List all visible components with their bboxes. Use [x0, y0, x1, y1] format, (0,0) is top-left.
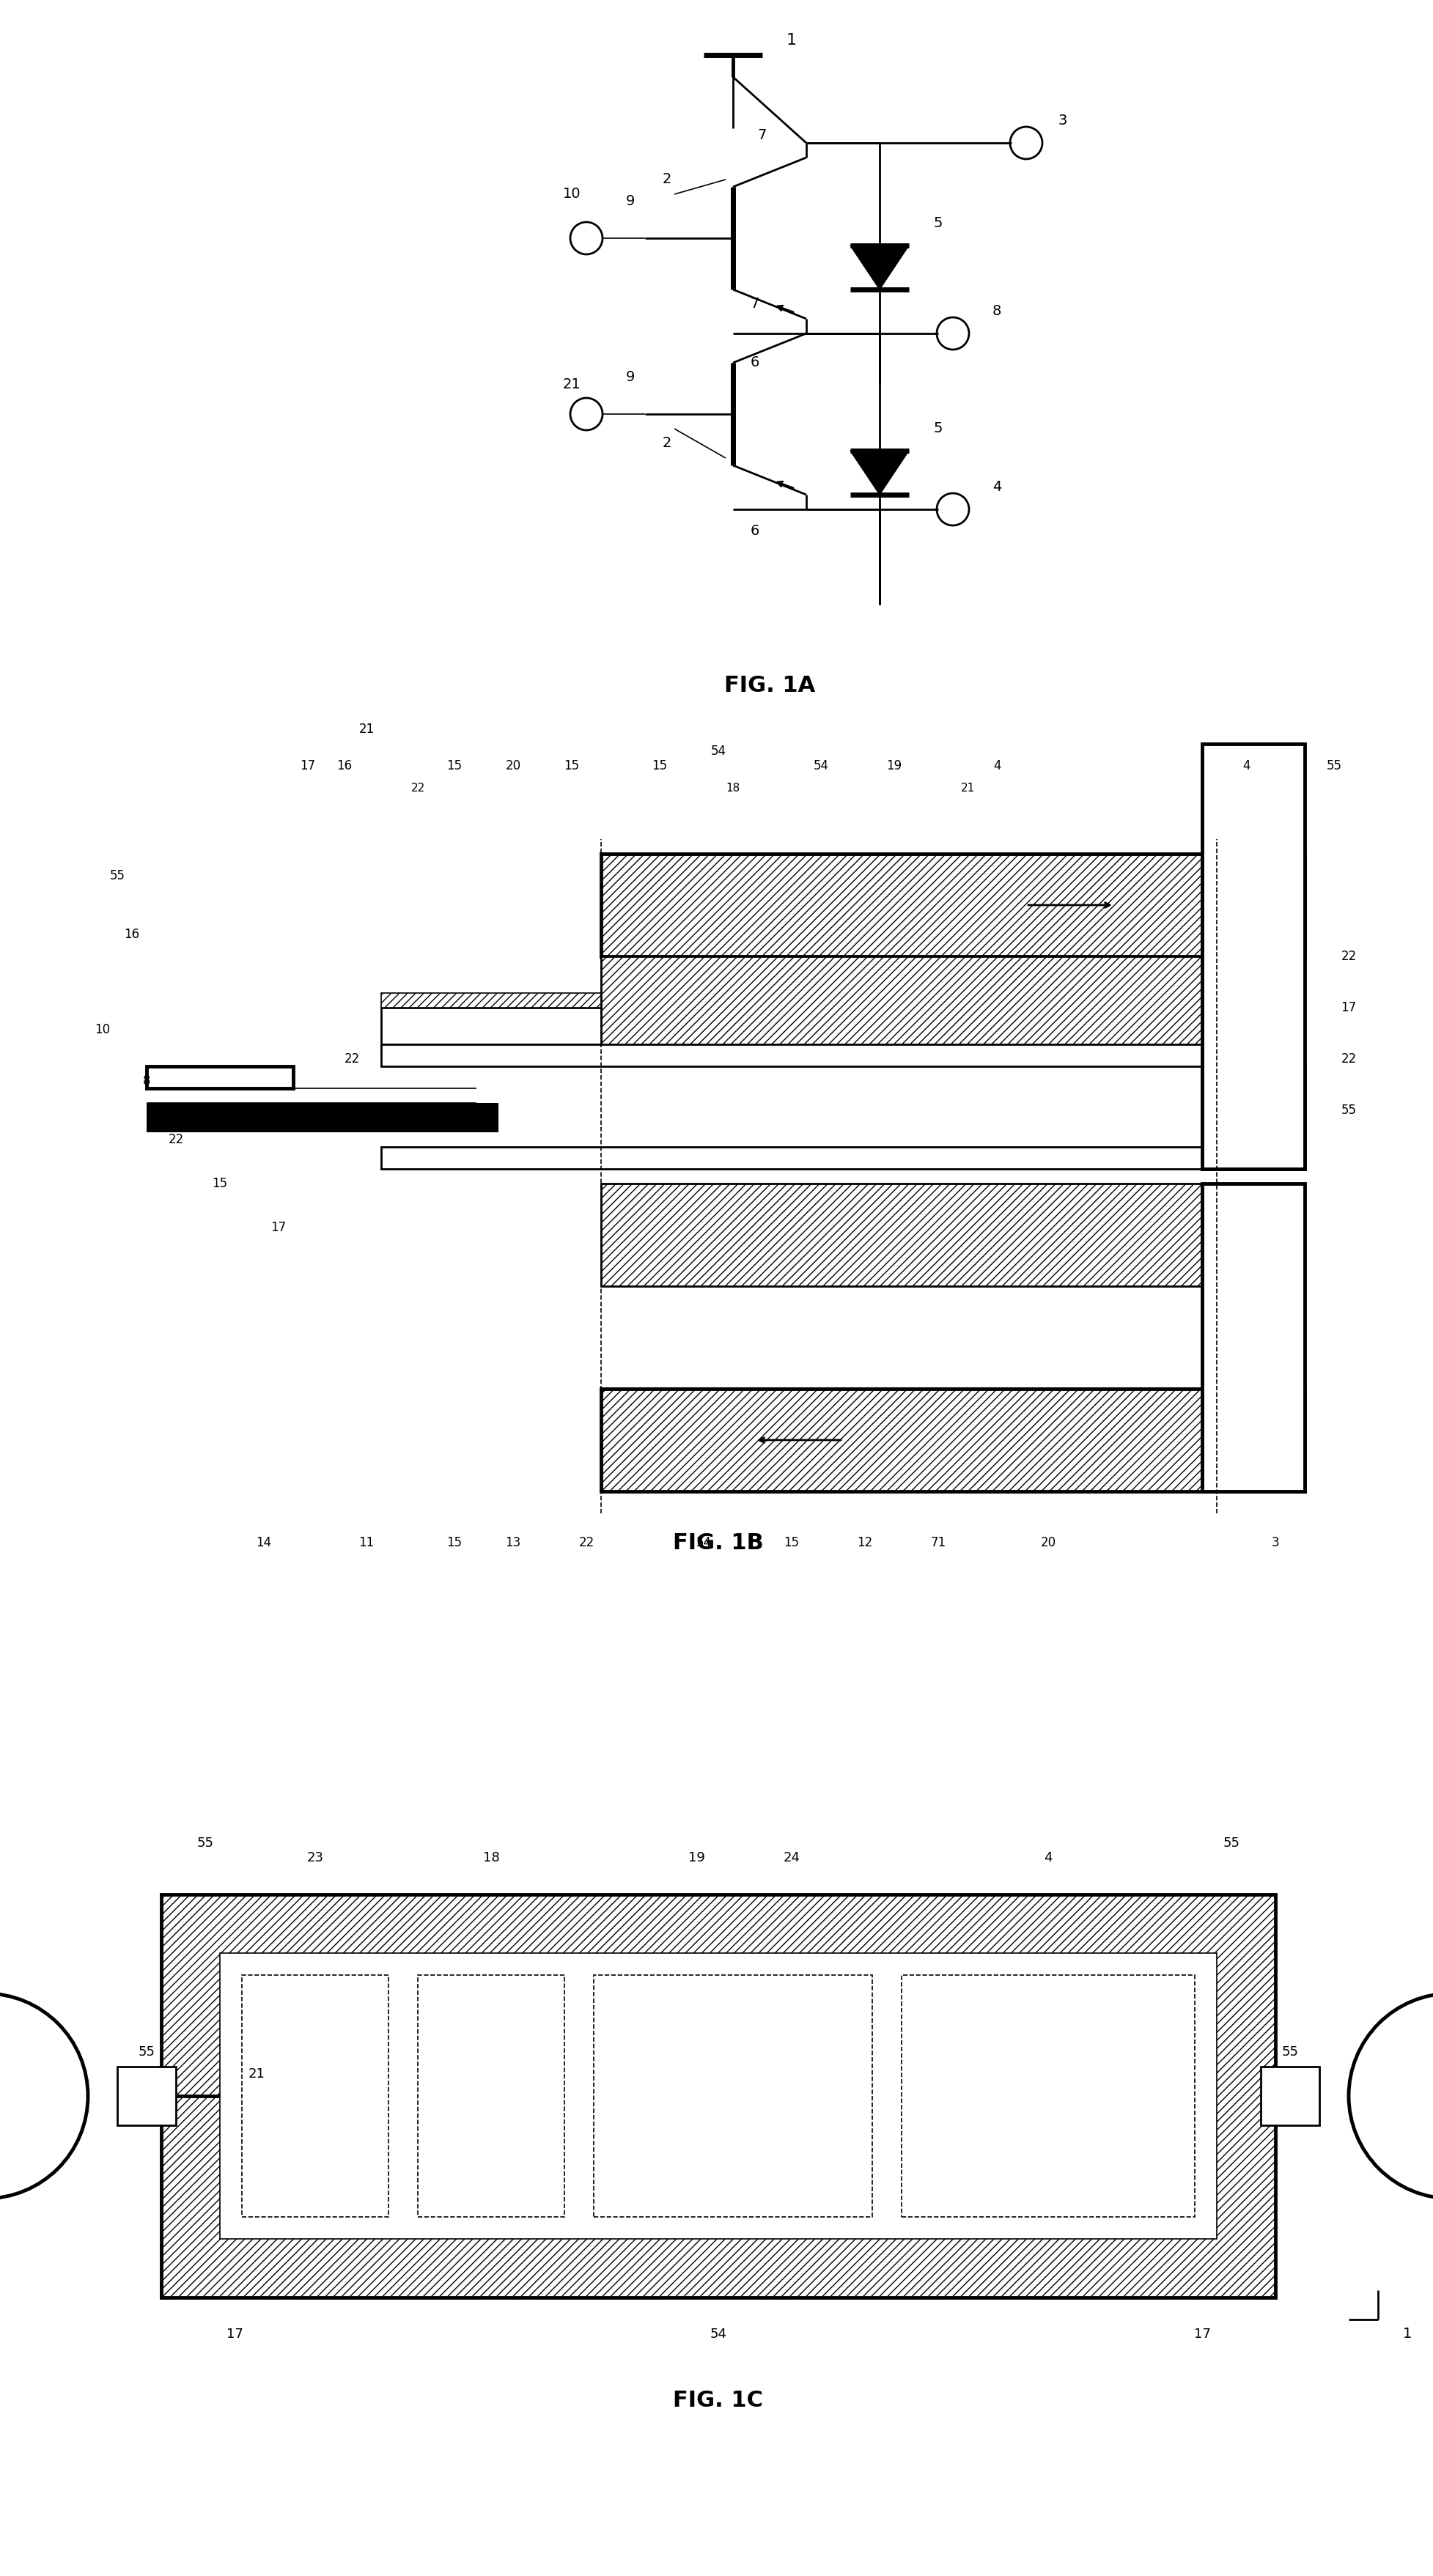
- Text: 2: 2: [662, 173, 671, 185]
- Bar: [381, 1043, 600, 1059]
- Text: 15: 15: [447, 1535, 461, 1548]
- Text: 15: 15: [212, 1177, 228, 1190]
- Bar: [160, 1893, 1275, 2298]
- Text: 54: 54: [711, 744, 725, 757]
- Bar: [381, 1146, 1201, 1170]
- Text: 54: 54: [813, 760, 828, 773]
- Text: 21: 21: [248, 2069, 265, 2081]
- Bar: [1201, 1066, 1304, 1170]
- Text: 17: 17: [299, 760, 315, 773]
- Bar: [219, 1953, 1217, 2239]
- Text: 15: 15: [784, 1535, 800, 1548]
- Text: 71: 71: [930, 1535, 946, 1548]
- Text: 5: 5: [933, 422, 943, 435]
- Text: 19: 19: [688, 1852, 705, 1865]
- Text: 4: 4: [1043, 1852, 1052, 1865]
- Text: 2: 2: [662, 435, 671, 451]
- Text: 13: 13: [504, 1535, 520, 1548]
- Text: 6: 6: [749, 526, 759, 538]
- Text: 55: 55: [1340, 1103, 1356, 1118]
- Text: 1: 1: [1401, 2326, 1412, 2342]
- Text: 1: 1: [787, 33, 797, 46]
- Bar: [381, 992, 600, 1007]
- Text: 16: 16: [125, 927, 139, 940]
- Text: 21: 21: [960, 783, 974, 793]
- Text: 10: 10: [562, 188, 580, 201]
- Bar: [118, 2066, 176, 2125]
- Text: 55: 55: [109, 868, 125, 884]
- Bar: [1201, 853, 1304, 956]
- Bar: [600, 1182, 1201, 1285]
- Bar: [901, 1976, 1194, 2218]
- Bar: [600, 853, 1304, 956]
- Text: 55: 55: [1281, 2045, 1298, 2058]
- Bar: [1260, 2066, 1318, 2125]
- Text: 17: 17: [271, 1221, 287, 1234]
- Text: 15: 15: [447, 760, 461, 773]
- Text: 22: 22: [410, 783, 424, 793]
- Text: 55: 55: [1222, 1837, 1240, 1850]
- Text: 12: 12: [857, 1535, 873, 1548]
- Text: 21: 21: [358, 724, 374, 737]
- Text: 8: 8: [992, 304, 1000, 319]
- Text: 4: 4: [1241, 760, 1250, 773]
- Polygon shape: [850, 245, 909, 289]
- Polygon shape: [850, 451, 909, 495]
- Text: 9: 9: [626, 196, 635, 209]
- Text: 17: 17: [226, 2329, 242, 2342]
- Text: 7: 7: [749, 296, 759, 312]
- Text: 15: 15: [563, 760, 579, 773]
- Bar: [593, 1976, 871, 2218]
- Text: 9: 9: [626, 371, 635, 384]
- Text: 24: 24: [782, 1852, 800, 1865]
- Text: 8: 8: [143, 1074, 150, 1087]
- Text: 7: 7: [758, 129, 767, 142]
- Text: 22: 22: [579, 1535, 593, 1548]
- Bar: [1201, 1182, 1304, 1492]
- Bar: [417, 1976, 565, 2218]
- Text: 3: 3: [1271, 1535, 1278, 1548]
- Bar: [600, 956, 1201, 1051]
- Text: 6: 6: [749, 355, 759, 371]
- Text: 14: 14: [257, 1535, 271, 1548]
- Text: 10: 10: [95, 1023, 110, 1036]
- Text: 22: 22: [1340, 951, 1356, 963]
- Text: 17: 17: [1340, 1002, 1356, 1015]
- Bar: [1201, 744, 1304, 1170]
- Text: 18: 18: [725, 783, 739, 793]
- Bar: [381, 1043, 1201, 1066]
- Text: 22: 22: [168, 1133, 183, 1146]
- Bar: [146, 1066, 292, 1087]
- Text: 19: 19: [886, 760, 901, 773]
- Bar: [242, 1976, 388, 2218]
- Text: 55: 55: [1326, 760, 1341, 773]
- Text: 5: 5: [933, 216, 943, 229]
- Text: 11: 11: [358, 1535, 374, 1548]
- Text: 23: 23: [307, 1852, 324, 1865]
- Text: 22: 22: [344, 1054, 360, 1066]
- Text: 54: 54: [709, 2329, 727, 2342]
- Text: 22: 22: [1340, 1054, 1356, 1066]
- Text: 20: 20: [504, 760, 520, 773]
- Text: 16: 16: [337, 760, 353, 773]
- Text: 3: 3: [1058, 113, 1066, 129]
- Text: 20: 20: [1040, 1535, 1055, 1548]
- Text: 55: 55: [138, 2045, 155, 2058]
- Text: FIG. 1A: FIG. 1A: [724, 675, 815, 696]
- Text: 15: 15: [652, 760, 668, 773]
- Bar: [600, 1388, 1304, 1492]
- Bar: [381, 1007, 600, 1043]
- Text: FIG. 1C: FIG. 1C: [674, 2391, 762, 2411]
- Text: 17: 17: [1194, 2329, 1209, 2342]
- Text: 55: 55: [196, 1837, 214, 1850]
- Text: FIG. 1B: FIG. 1B: [672, 1533, 764, 1553]
- Text: 21: 21: [562, 379, 580, 392]
- Text: 18: 18: [483, 1852, 499, 1865]
- Bar: [146, 1103, 499, 1133]
- Text: 4: 4: [992, 479, 1000, 495]
- Text: 4: 4: [993, 760, 1000, 773]
- Text: 54: 54: [695, 1535, 711, 1548]
